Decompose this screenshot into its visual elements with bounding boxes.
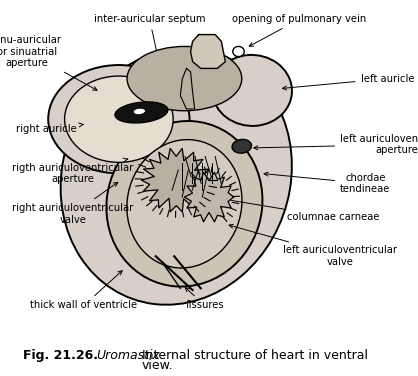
Polygon shape xyxy=(141,149,211,212)
Text: opening of pulmonary vein: opening of pulmonary vein xyxy=(232,14,366,46)
Text: columnae carneae: columnae carneae xyxy=(225,198,379,222)
Text: Fig. 21.26.: Fig. 21.26. xyxy=(23,349,98,362)
Text: Uromastix.: Uromastix. xyxy=(96,349,164,362)
Ellipse shape xyxy=(48,65,189,173)
Ellipse shape xyxy=(233,46,244,57)
Ellipse shape xyxy=(115,102,168,123)
Polygon shape xyxy=(184,172,234,222)
Ellipse shape xyxy=(133,108,145,115)
Polygon shape xyxy=(180,68,195,109)
Ellipse shape xyxy=(127,46,242,111)
Ellipse shape xyxy=(232,139,252,153)
Polygon shape xyxy=(191,35,225,68)
Text: left auricle: left auricle xyxy=(283,74,414,90)
Ellipse shape xyxy=(127,139,242,268)
Text: rigth auriculoventricular
aperture: rigth auriculoventricular aperture xyxy=(13,158,134,184)
Text: view.: view. xyxy=(142,359,174,372)
Text: right auriculoventricular
valve: right auriculoventricular valve xyxy=(13,182,134,225)
Text: left auriculoventricular
valve: left auriculoventricular valve xyxy=(229,224,397,267)
Text: left auriculoventricular
aperture: left auriculoventricular aperture xyxy=(254,134,418,155)
Text: Internal structure of heart in ventral: Internal structure of heart in ventral xyxy=(138,349,368,362)
Text: right auricle: right auricle xyxy=(16,123,83,134)
Ellipse shape xyxy=(61,49,292,305)
Text: inter-auricular septum: inter-auricular septum xyxy=(94,14,205,71)
Text: thick wall of ventricle: thick wall of ventricle xyxy=(31,271,138,310)
Text: sinu-auricular
or sinuatrial
aperture: sinu-auricular or sinuatrial aperture xyxy=(0,35,97,90)
Ellipse shape xyxy=(107,121,263,287)
Text: chordae
tendineae: chordae tendineae xyxy=(264,172,390,194)
Ellipse shape xyxy=(65,76,173,162)
Text: fissures: fissures xyxy=(185,288,224,310)
Ellipse shape xyxy=(212,55,292,126)
